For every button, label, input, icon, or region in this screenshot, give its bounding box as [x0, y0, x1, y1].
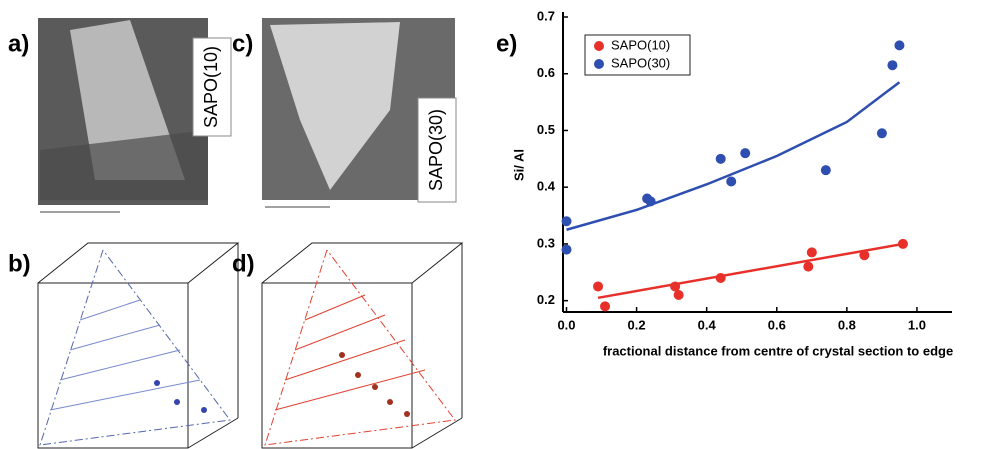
diagram-b — [38, 243, 238, 448]
point — [859, 250, 869, 260]
point — [674, 290, 684, 300]
panel-label: d) — [232, 250, 255, 277]
legend-label: SAPO(30) — [611, 55, 670, 70]
fit-line — [567, 82, 900, 230]
point — [593, 281, 603, 291]
point — [670, 281, 680, 291]
point — [716, 273, 726, 283]
panel-label: e) — [496, 30, 517, 57]
panel-label: a) — [8, 30, 29, 57]
point — [807, 247, 817, 257]
point — [562, 245, 572, 255]
y-tick-label: 0.2 — [537, 292, 555, 307]
point — [898, 239, 908, 249]
diagram-d — [262, 243, 462, 448]
micrograph-a: SAPO(10) — [38, 18, 231, 220]
panel-label: c) — [232, 30, 253, 57]
micrograph-c: SAPO(30) — [262, 18, 456, 215]
point — [600, 301, 610, 311]
point — [887, 60, 897, 70]
x-tick-label: 0.0 — [557, 317, 575, 332]
fit-line — [598, 244, 903, 298]
point — [726, 177, 736, 187]
y-tick-label: 0.5 — [537, 122, 555, 137]
point — [877, 128, 887, 138]
x-tick-label: 0.6 — [768, 317, 786, 332]
point — [821, 165, 831, 175]
y-tick-label: 0.3 — [537, 235, 555, 250]
point — [894, 40, 904, 50]
figure: SAPO(10) SAPO(30) a) b) c) d) e) Si/ Al … — [0, 0, 1000, 449]
point — [646, 196, 656, 206]
x-tick-label: 0.2 — [628, 317, 646, 332]
y-tick-label: 0.4 — [537, 179, 556, 194]
y-tick-label: 0.6 — [537, 65, 555, 80]
y-tick-label: 0.7 — [537, 8, 555, 23]
x-axis-label: fractional distance from centre of cryst… — [603, 343, 953, 358]
legend-marker — [594, 41, 604, 51]
point — [803, 262, 813, 272]
panel-label: b) — [8, 250, 31, 277]
caption: SAPO(10) — [201, 46, 221, 128]
x-tick-label: 0.8 — [838, 317, 856, 332]
point — [740, 148, 750, 158]
y-axis-label: Si/ Al — [511, 149, 526, 181]
point — [716, 154, 726, 164]
point — [562, 216, 572, 226]
legend-marker — [594, 59, 604, 69]
x-tick-label: 0.4 — [698, 317, 717, 332]
caption: SAPO(30) — [426, 109, 446, 191]
legend-label: SAPO(10) — [611, 37, 670, 52]
x-tick-label: 1.0 — [908, 317, 926, 332]
